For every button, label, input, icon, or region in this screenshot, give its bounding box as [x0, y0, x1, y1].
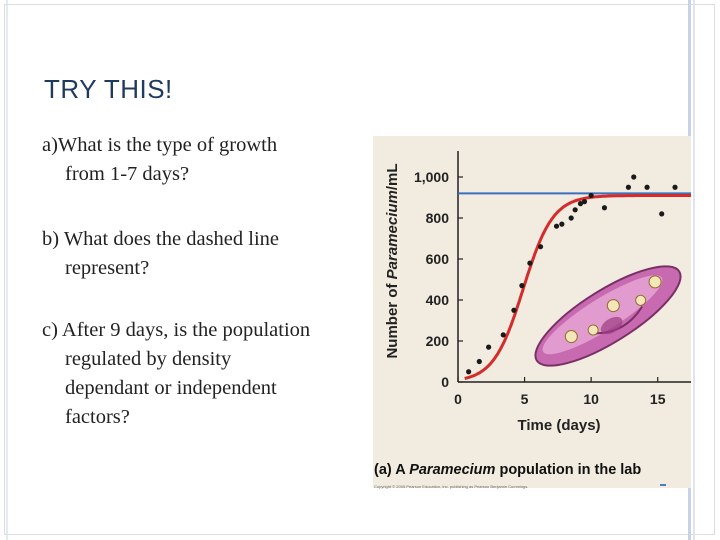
data-point — [511, 307, 517, 313]
data-point — [672, 184, 678, 190]
question-b-line1: b) What does the dashed line — [42, 228, 280, 250]
population-chart: 0 200 400 600 800 1,000 0 5 10 15 Time (days) Num… — [384, 151, 691, 434]
y-axis-label-prefix: Number of — [384, 279, 401, 358]
question-c-line4: factors? — [65, 406, 130, 428]
logistic-curve-path — [464, 194, 691, 380]
logistic-curve — [464, 194, 691, 380]
data-point — [553, 223, 560, 229]
y-tick-label: 0 — [441, 374, 449, 390]
data-point — [659, 211, 665, 217]
caption-suffix: population in the lab — [495, 462, 642, 478]
question-c-line1: c) After 9 days, is the population — [42, 319, 311, 341]
y-tick-label: 400 — [426, 292, 450, 308]
x-tick-label: 15 — [650, 391, 666, 407]
question-c-line2: regulated by density — [65, 348, 232, 370]
data-point — [577, 201, 584, 207]
data-point — [568, 215, 574, 221]
y-tick-label: 200 — [426, 333, 450, 349]
data-point — [572, 207, 578, 213]
x-tick-label: 0 — [454, 391, 462, 407]
data-point — [537, 244, 544, 250]
data-point — [581, 199, 588, 205]
y-tick-label: 1,000 — [414, 169, 449, 185]
question-a-line1: a)What is the type of growth — [42, 134, 278, 156]
data-point — [486, 344, 492, 350]
data-point — [527, 260, 533, 266]
y-axis-label: Number of Paramecium/mL — [384, 163, 401, 358]
slide-title: TRY THIS! — [44, 74, 173, 104]
chart-axes: 0 200 400 600 800 1,000 0 5 10 15 — [414, 151, 691, 407]
population-figure: 0 200 400 600 800 1,000 0 5 10 15 Time (days) Num… — [373, 136, 691, 488]
x-tick-label: 5 — [521, 391, 529, 407]
data-points — [466, 174, 678, 375]
slide-frame — [4, 4, 715, 535]
data-point — [476, 358, 482, 365]
data-point — [466, 369, 472, 375]
question-a-line2: from 1-7 days? — [65, 163, 190, 185]
right-border-rule-inner — [693, 0, 695, 540]
data-point — [625, 184, 632, 190]
paramecium-illustration — [534, 265, 682, 367]
data-point — [644, 184, 650, 190]
data-point — [500, 332, 506, 338]
question-c: c) After 9 days, is the population regul… — [42, 316, 310, 432]
left-border-rule — [6, 0, 8, 540]
figure-caption: (a) A Paramecium population in the lab — [374, 462, 641, 478]
caption-prefix: (a) A — [374, 462, 410, 478]
slide-number-marker — [660, 484, 666, 486]
y-axis-label-suffix: /mL — [384, 163, 401, 190]
data-point — [631, 174, 637, 180]
data-point — [601, 205, 608, 211]
data-point — [519, 283, 525, 289]
question-b: b) What does the dashed line represent? — [42, 225, 279, 283]
y-axis-label-italic: Paramecium — [384, 190, 401, 279]
data-point — [588, 192, 594, 199]
question-a: a)What is the type of growth from 1-7 da… — [42, 131, 277, 189]
copyright-notice: Copyright © 2005 Pearson Education, Inc.… — [374, 484, 529, 489]
question-b-line2: represent? — [65, 257, 150, 279]
y-tick-label: 800 — [426, 210, 450, 226]
x-tick-label: 10 — [583, 391, 599, 407]
caption-italic: Paramecium — [409, 462, 496, 478]
x-axis-label: Time (days) — [517, 417, 600, 434]
y-tick-label: 600 — [426, 251, 450, 267]
data-point — [559, 221, 565, 227]
question-c-line3: dependant or independent — [65, 377, 277, 399]
